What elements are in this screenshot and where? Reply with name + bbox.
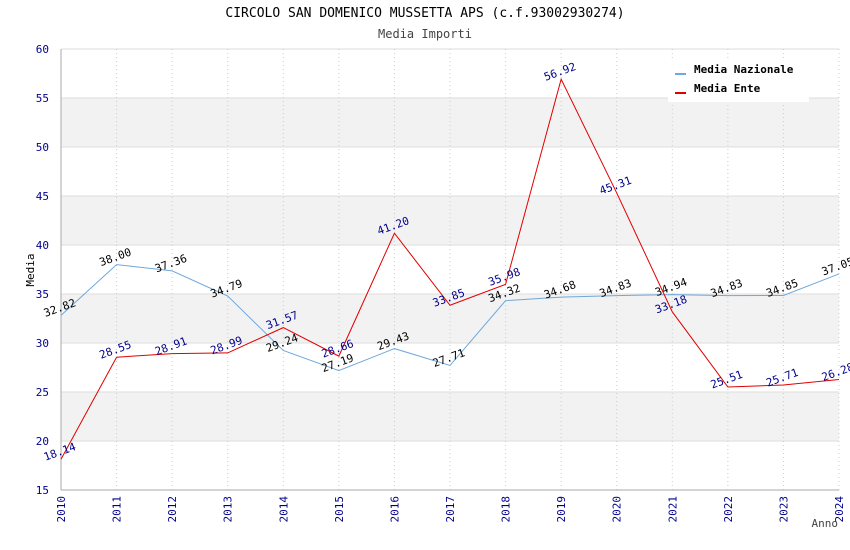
series-line-media-nazionale [60,264,840,372]
x-tick-label: 2016 [388,496,401,523]
grid-band [61,98,839,147]
x-tick-label: 2013 [222,496,235,523]
y-tick-label: 15 [36,484,49,497]
x-tick-label: 2011 [111,496,124,523]
legend-box [668,60,809,102]
y-tick-label: 55 [36,92,49,105]
y-tick-label: 35 [36,288,49,301]
grid-band [61,147,839,196]
y-tick-label: 25 [36,386,49,399]
legend-label: Media Ente [694,82,761,95]
legend-label: Media Nazionale [694,63,794,76]
y-tick-label: 45 [36,190,49,203]
chart-subtitle: Media Importi [378,27,472,41]
x-tick-label: 2023 [777,496,790,523]
grid-band [61,343,839,392]
x-tick-label: 2012 [166,496,179,523]
x-tick-label: 2024 [833,496,846,523]
x-tick-label: 2017 [444,496,457,523]
y-tick-label: 60 [36,43,49,56]
x-tick-label: 2015 [333,496,346,523]
y-axis-label: Media [24,253,37,286]
y-tick-label: 40 [36,239,49,252]
y-tick-label: 30 [36,337,49,350]
grid-band [61,294,839,343]
x-tick-label: 2018 [500,496,513,523]
series-line-media-ente [60,77,840,460]
grid-band [61,196,839,245]
y-tick-label: 50 [36,141,49,154]
x-tick-label: 2022 [722,496,735,523]
y-tick-label: 20 [36,435,49,448]
x-tick-label: 2021 [666,496,679,523]
x-axis-label: Anno [812,517,839,530]
x-tick-label: 2020 [611,496,624,523]
x-tick-label: 2019 [555,496,568,523]
x-tick-label: 2010 [55,496,68,523]
grid-band [61,392,839,441]
chart-title: CIRCOLO SAN DOMENICO MUSSETTA APS (c.f.9… [225,6,625,21]
x-tick-label: 2014 [277,496,290,523]
